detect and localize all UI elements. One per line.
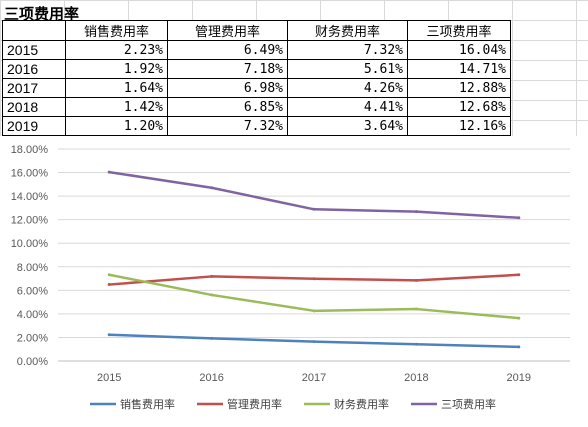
expense-rate-line-chart[interactable]: 0.00% 2.00% 4.00% 6.00% 8.00% 10.00% 12.00% 14.… xyxy=(0,138,588,427)
data-point[interactable] xyxy=(517,273,521,277)
value-cell[interactable]: 7.18% xyxy=(167,59,288,79)
data-point[interactable] xyxy=(414,342,418,346)
y-tick-label: 18.00% xyxy=(11,144,49,156)
y-tick-label: 2.00% xyxy=(17,332,48,344)
value-cell[interactable]: 12.16% xyxy=(407,116,511,136)
table-row: 2017 1.64% 6.98% 4.26% 12.88% xyxy=(2,78,511,98)
y-tick-label: 14.00% xyxy=(11,191,49,203)
table-row: 2015 2.23% 6.49% 7.32% 16.04% xyxy=(2,40,511,60)
rates-table: 销售费用率 管理费用率 财务费用率 三项费用率 2015 2.23% 6.49%… xyxy=(2,20,511,136)
year-cell[interactable]: 2017 xyxy=(2,78,66,98)
x-tick-label: 2016 xyxy=(199,372,223,384)
value-cell[interactable]: 1.64% xyxy=(65,78,168,98)
value-cell[interactable]: 14.71% xyxy=(407,59,511,79)
legend-label[interactable]: 销售费用率 xyxy=(120,397,175,411)
data-point[interactable] xyxy=(312,340,316,344)
data-point[interactable] xyxy=(312,277,316,281)
table-row: 2016 1.92% 7.18% 5.61% 14.71% xyxy=(2,59,511,79)
value-cell[interactable]: 16.04% xyxy=(407,40,511,60)
data-point[interactable] xyxy=(312,309,316,313)
y-tick-label: 6.00% xyxy=(17,285,48,297)
header-cell-sales-rate[interactable]: 销售费用率 xyxy=(65,20,168,41)
value-cell[interactable]: 6.49% xyxy=(167,40,288,60)
y-tick-label: 10.00% xyxy=(11,238,49,250)
value-cell[interactable]: 2.23% xyxy=(65,40,168,60)
header-cell-finance-rate[interactable]: 财务费用率 xyxy=(287,20,408,41)
value-cell[interactable]: 12.68% xyxy=(407,97,511,117)
series-line[interactable] xyxy=(109,170,519,220)
x-tick-label: 2015 xyxy=(97,372,121,384)
value-cell[interactable]: 6.98% xyxy=(167,78,288,98)
value-cell[interactable]: 1.92% xyxy=(65,59,168,79)
header-cell-admin-rate[interactable]: 管理费用率 xyxy=(167,20,288,41)
table-row: 2019 1.20% 7.32% 3.64% 12.16% xyxy=(2,116,511,136)
data-point[interactable] xyxy=(107,170,111,174)
data-point[interactable] xyxy=(107,273,111,277)
value-cell[interactable]: 4.41% xyxy=(287,97,408,117)
y-tick-label: 0.00% xyxy=(17,356,48,368)
x-tick-label: 2018 xyxy=(404,372,428,384)
value-cell[interactable]: 7.32% xyxy=(167,116,288,136)
y-tick-label: 16.00% xyxy=(11,168,49,180)
data-point[interactable] xyxy=(107,283,111,287)
data-point[interactable] xyxy=(517,316,521,320)
value-cell[interactable]: 1.20% xyxy=(65,116,168,136)
value-cell[interactable]: 6.85% xyxy=(167,97,288,117)
value-cell[interactable]: 5.61% xyxy=(287,59,408,79)
header-cell-total-rate[interactable]: 三项费用率 xyxy=(407,20,511,41)
x-tick-label: 2017 xyxy=(302,372,326,384)
data-point[interactable] xyxy=(414,210,418,214)
value-cell[interactable]: 4.26% xyxy=(287,78,408,98)
year-cell[interactable]: 2018 xyxy=(2,97,66,117)
table-header-row: 销售费用率 管理费用率 财务费用率 三项费用率 xyxy=(2,20,511,41)
value-cell[interactable]: 12.88% xyxy=(407,78,511,98)
data-point[interactable] xyxy=(210,274,214,278)
y-tick-label: 12.00% xyxy=(11,215,49,227)
year-cell[interactable]: 2019 xyxy=(2,116,66,136)
header-cell-year[interactable] xyxy=(2,20,66,41)
y-tick-label: 8.00% xyxy=(17,262,48,274)
table-row: 2018 1.42% 6.85% 4.41% 12.68% xyxy=(2,97,511,117)
data-point[interactable] xyxy=(517,216,521,220)
data-point[interactable] xyxy=(210,293,214,297)
value-cell[interactable]: 1.42% xyxy=(65,97,168,117)
value-cell[interactable]: 3.64% xyxy=(287,116,408,136)
sheet-title: 三项费用率 xyxy=(4,5,80,23)
x-tick-label: 2019 xyxy=(507,372,531,384)
data-point[interactable] xyxy=(210,186,214,190)
year-cell[interactable]: 2015 xyxy=(2,40,66,60)
legend-label[interactable]: 三项费用率 xyxy=(441,397,496,411)
year-cell[interactable]: 2016 xyxy=(2,59,66,79)
data-point[interactable] xyxy=(210,336,214,340)
data-point[interactable] xyxy=(312,207,316,211)
data-point[interactable] xyxy=(414,307,418,311)
value-cell[interactable]: 7.32% xyxy=(287,40,408,60)
data-point[interactable] xyxy=(107,333,111,337)
data-point[interactable] xyxy=(414,278,418,282)
legend-label[interactable]: 财务费用率 xyxy=(334,397,389,411)
data-point[interactable] xyxy=(517,345,521,349)
y-tick-label: 4.00% xyxy=(17,309,48,321)
legend-label[interactable]: 管理费用率 xyxy=(227,397,282,411)
